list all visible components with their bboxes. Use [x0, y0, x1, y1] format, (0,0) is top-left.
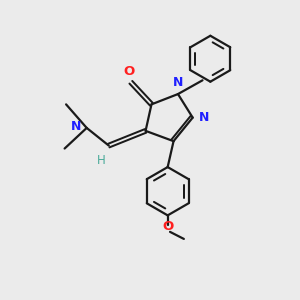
Text: N: N: [71, 120, 81, 133]
Text: N: N: [173, 76, 184, 89]
Text: H: H: [97, 154, 106, 167]
Text: O: O: [162, 220, 173, 233]
Text: N: N: [199, 111, 209, 124]
Text: O: O: [124, 65, 135, 78]
